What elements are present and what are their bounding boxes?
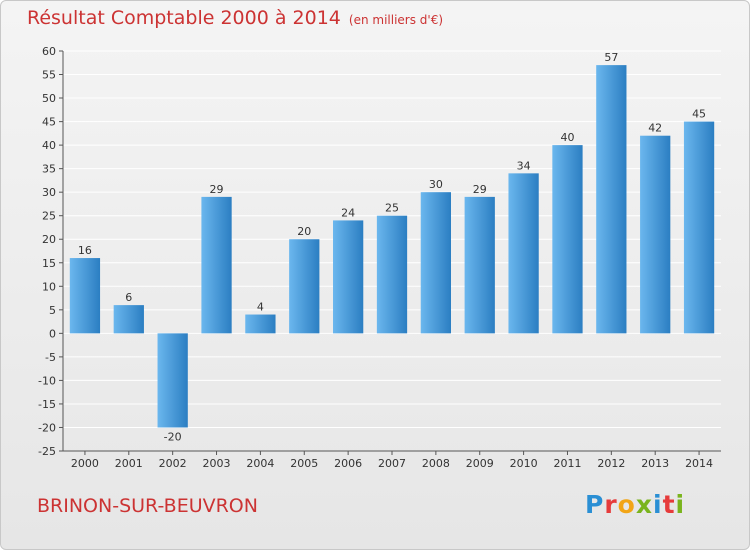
value-label-2001: 6 — [125, 291, 132, 304]
value-label-2007: 25 — [385, 202, 399, 215]
bar-2001 — [113, 305, 144, 334]
y-tick-label: 35 — [42, 163, 56, 176]
chart-title: Résultat Comptable 2000 à 2014 (en millie… — [27, 7, 443, 29]
bar-2008 — [420, 192, 452, 334]
x-tick-label-2007: 2007 — [378, 457, 406, 470]
value-label-2004: 4 — [257, 301, 264, 314]
bar-2012 — [596, 65, 627, 334]
logo-letter: i — [653, 490, 663, 519]
labels: -25 -20 -15 -10 -5 0 5 10 15 20 25 30 35 40 45 50 55 60 16… — [38, 45, 713, 470]
logo-letter: r — [604, 490, 618, 519]
bar-2002 — [157, 333, 188, 428]
bar-2007 — [376, 215, 408, 334]
x-tick-label-2008: 2008 — [422, 457, 450, 470]
x-tick-label-2000: 2000 — [71, 457, 99, 470]
x-tick-label-2001: 2001 — [115, 457, 143, 470]
value-label-2008: 30 — [429, 178, 443, 191]
logo-letter: i — [675, 490, 686, 519]
y-tick-label: 60 — [42, 45, 56, 58]
x-tick-label-2005: 2005 — [290, 457, 318, 470]
x-tick-label-2002: 2002 — [159, 457, 187, 470]
chart-title-text: Résultat Comptable 2000 à 2014 — [27, 7, 341, 29]
value-label-2011: 40 — [560, 131, 574, 144]
bar-2010 — [508, 173, 539, 334]
x-tick-label-2011: 2011 — [553, 457, 581, 470]
x-tick-label-2014: 2014 — [685, 457, 713, 470]
y-tick-label: -20 — [38, 421, 56, 434]
x-tick-label-2004: 2004 — [246, 457, 274, 470]
bar-2005 — [289, 239, 320, 334]
value-label-2012: 57 — [604, 51, 618, 64]
x-tick-label-2012: 2012 — [597, 457, 625, 470]
bar-2013 — [640, 135, 671, 334]
bar-2006 — [332, 220, 364, 334]
bars — [69, 65, 715, 428]
y-tick-label: -25 — [38, 445, 56, 458]
value-label-2003: 29 — [210, 183, 224, 196]
bar-2014 — [683, 121, 715, 334]
logo-letter: t — [662, 490, 676, 519]
value-label-2005: 20 — [297, 225, 311, 238]
x-tick-label-2006: 2006 — [334, 457, 362, 470]
bar-2009 — [464, 196, 495, 334]
y-tick-label: -10 — [38, 374, 56, 387]
y-tick-label: 50 — [42, 92, 56, 105]
logo-letter: o — [617, 490, 636, 519]
bar-2004 — [245, 314, 276, 334]
x-tick-label-2013: 2013 — [641, 457, 669, 470]
chart-subtitle: (en milliers d'€) — [348, 13, 444, 27]
bar-2000 — [69, 258, 101, 334]
commune-name: BRINON-SUR-BEUVRON — [37, 495, 258, 517]
x-tick-label-2003: 2003 — [203, 457, 231, 470]
y-tick-label: 10 — [42, 280, 56, 293]
value-label-2010: 34 — [517, 159, 531, 172]
proxiti-logo: Proxiti — [585, 490, 685, 519]
value-label-2002: -20 — [164, 430, 182, 443]
y-tick-label: 0 — [49, 327, 56, 340]
value-label-2006: 24 — [341, 206, 355, 219]
y-tick-label: 15 — [42, 257, 56, 270]
value-label-2000: 16 — [78, 244, 92, 257]
value-label-2013: 42 — [648, 122, 662, 135]
bar-2003 — [201, 196, 232, 334]
logo-letter: P — [585, 490, 605, 519]
value-label-2014: 45 — [692, 108, 706, 121]
y-tick-label: 25 — [42, 210, 56, 223]
axes — [59, 50, 721, 455]
logo-letter: x — [635, 490, 653, 519]
y-tick-label: -15 — [38, 398, 56, 411]
y-tick-label: -5 — [45, 351, 56, 364]
y-tick-label: 5 — [49, 304, 56, 317]
y-tick-label: 20 — [42, 233, 56, 246]
bar-2011 — [552, 145, 583, 334]
y-tick-label: 45 — [42, 116, 56, 129]
x-tick-label-2010: 2010 — [510, 457, 538, 470]
y-tick-label: 40 — [42, 139, 56, 152]
value-label-2009: 29 — [473, 183, 487, 196]
y-tick-label: 55 — [42, 69, 56, 82]
y-tick-label: 30 — [42, 186, 56, 199]
x-tick-label-2009: 2009 — [466, 457, 494, 470]
